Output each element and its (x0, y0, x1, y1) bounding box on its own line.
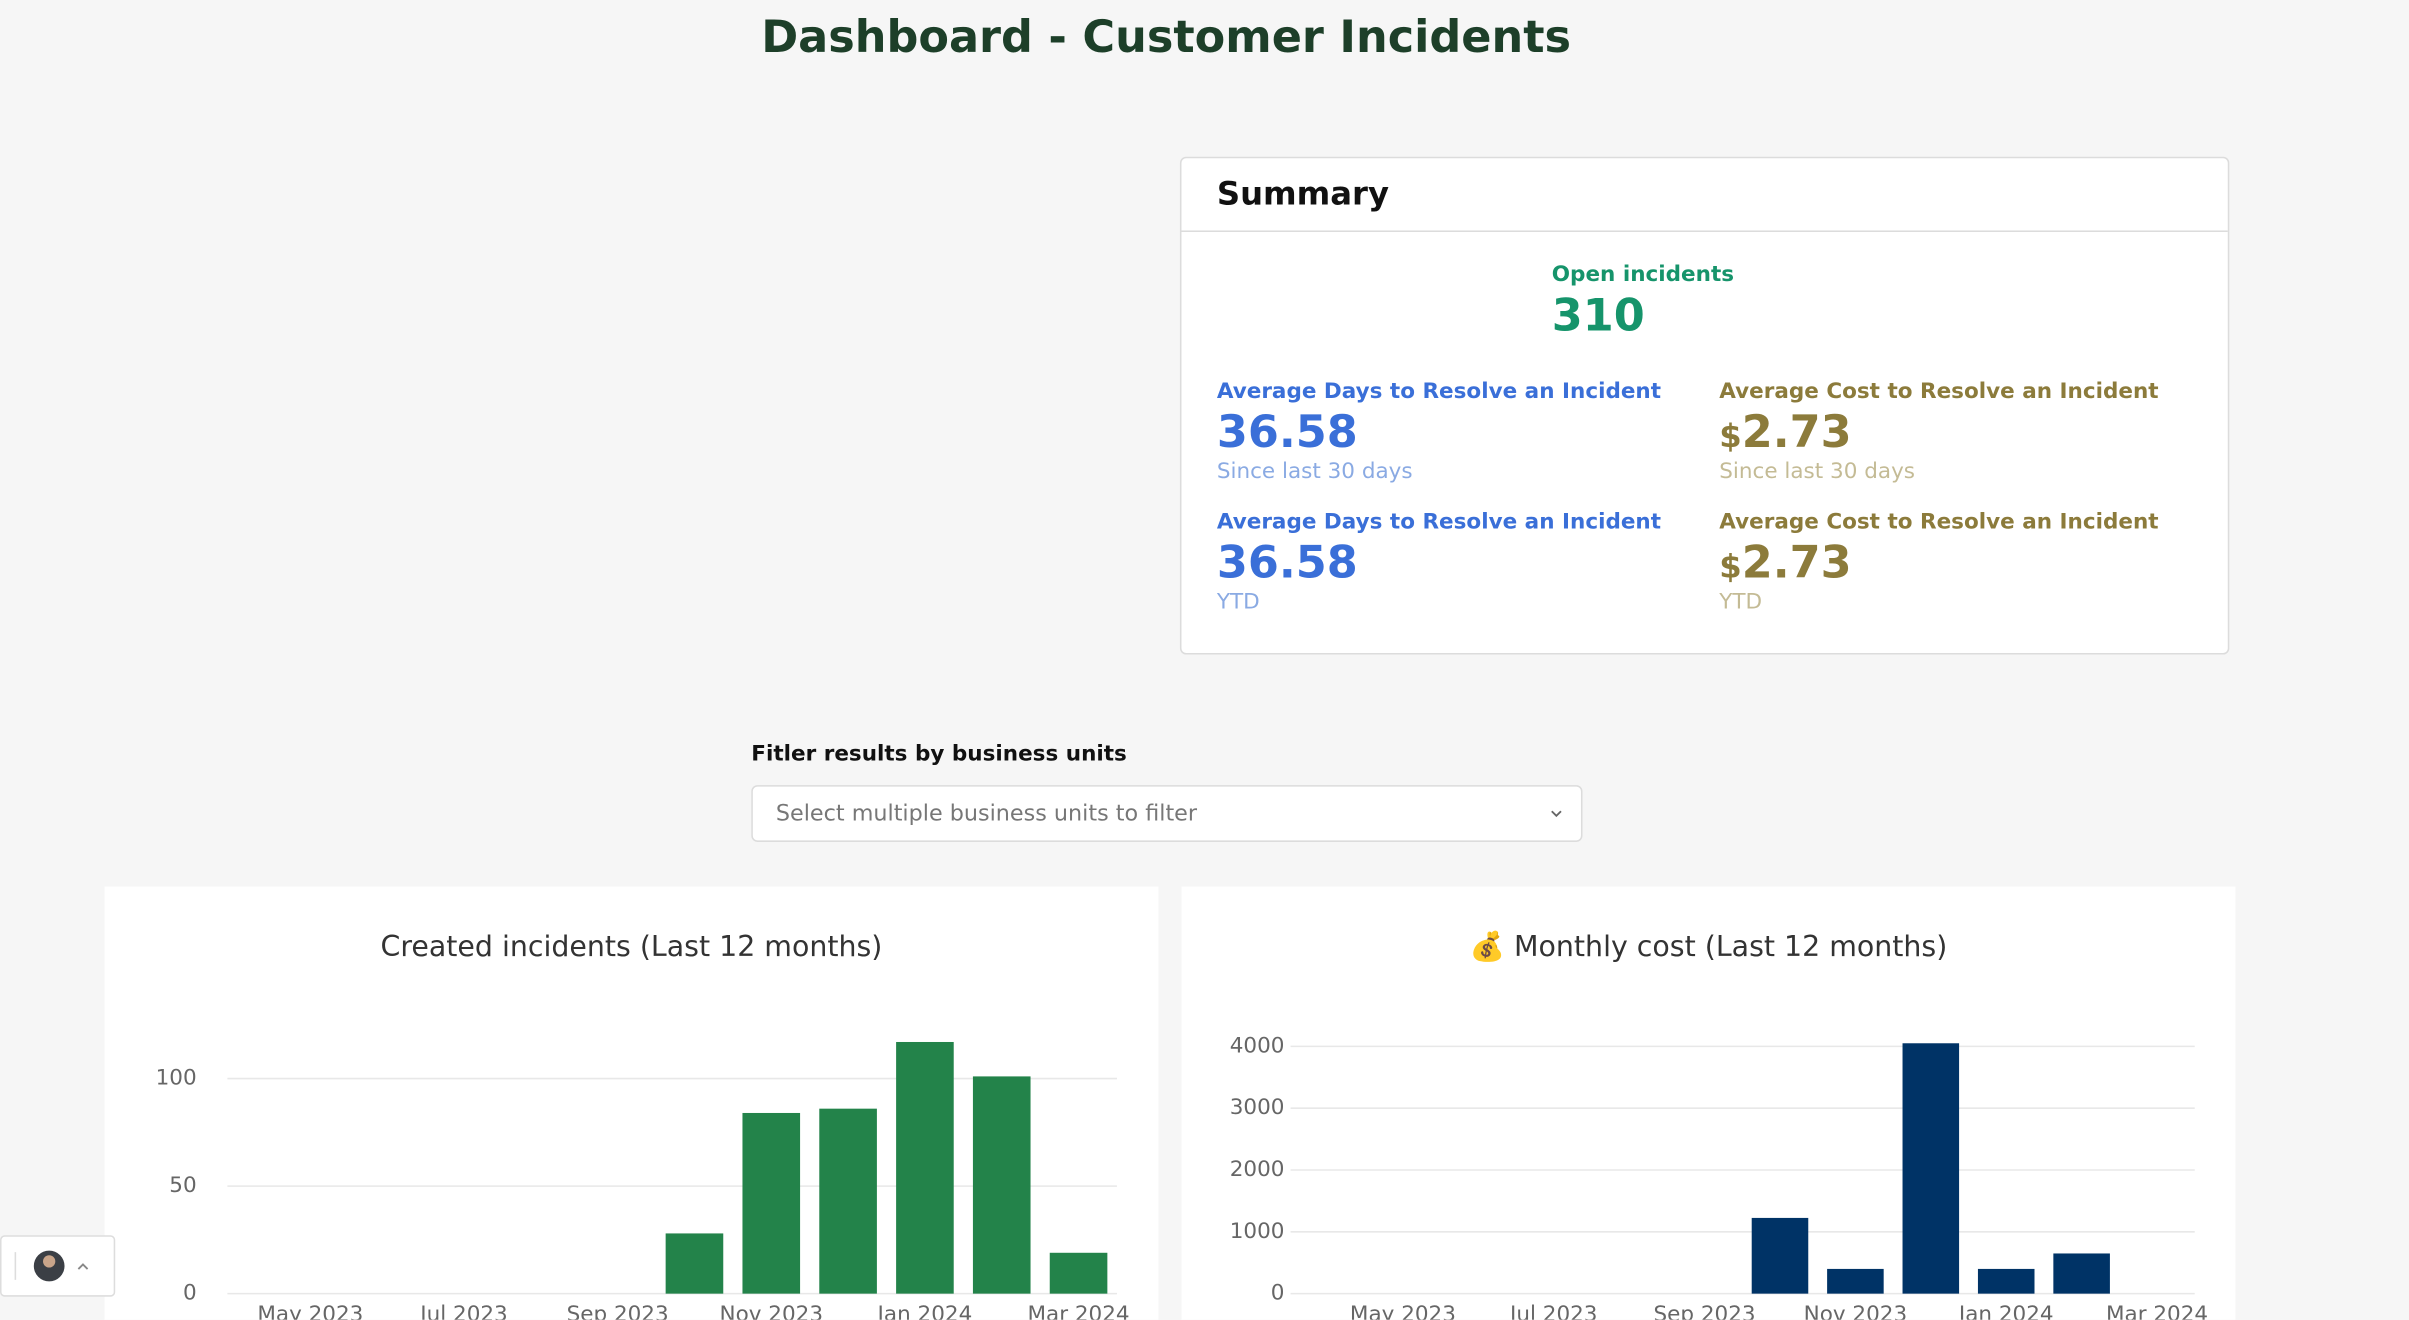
x-tick-label: Jan 2024 (876, 1302, 973, 1320)
y-tick-label: 0 (1271, 1281, 1285, 1306)
x-tick-label: Nov 2023 (720, 1302, 824, 1320)
x-tick-label: May 2023 (257, 1302, 363, 1320)
y-tick-label: 1000 (1230, 1219, 1285, 1244)
metric-label: Average Days to Resolve an Incident (1216, 510, 1662, 535)
metric-value: 36.58 (1216, 536, 1358, 589)
x-tick-label: Sep 2023 (1654, 1302, 1756, 1320)
card-title: Summary (1216, 175, 1390, 213)
bar (972, 1076, 1031, 1294)
bar (1827, 1268, 1884, 1294)
avatar (14, 1250, 89, 1282)
filter-placeholder: Select multiple business units to filter (775, 802, 1198, 827)
chart: Created incidents (Last 12 months) 0 50 100… (156, 930, 1130, 1320)
y-tick-label: 50 (169, 1173, 196, 1198)
metric-label: Average Days to Resolve an Incident (1216, 379, 1662, 405)
metric-note: YTD (1719, 589, 1763, 615)
bar (1977, 1268, 2035, 1294)
filter-label: Fitler results by business units (751, 742, 1127, 767)
chart: 💰 Monthly cost (Last 12 months) 0 1000 2000… (1230, 930, 2208, 1320)
x-tick-label: Mar 2024 (2106, 1302, 2208, 1320)
chart-panel: 💰 Monthly cost (Last 12 months) 0 1000 2000… (1181, 886, 2236, 1320)
x-tick-label: Jan 2024 (1957, 1302, 2054, 1320)
metric-value: 2.73 (1741, 405, 1852, 458)
bar (1751, 1217, 1809, 1294)
y-tick-label: 4000 (1230, 1033, 1285, 1058)
x-tick-label: Jul 2023 (418, 1302, 507, 1320)
metric-note: Since last 30 days (1719, 459, 1916, 484)
metric-value-row: $2.73 (1719, 406, 1851, 458)
bar (819, 1108, 877, 1294)
x-tick-label: Nov 2023 (1804, 1302, 1908, 1320)
metric-value: 310 (1551, 288, 1645, 342)
y-tick-label: 100 (156, 1066, 197, 1091)
metric-value: 2.73 (1741, 536, 1852, 589)
y-tick-label: 3000 (1230, 1095, 1285, 1120)
chart-panel: Created incidents (Last 12 months) 0 50 100… (104, 886, 1159, 1320)
chevron (1551, 810, 1562, 818)
y-tick-label: 0 (183, 1281, 197, 1306)
metric-label: Average Cost to Resolve an Incident (1719, 510, 2159, 535)
metric-note: Since last 30 days (1216, 459, 1413, 484)
bar (1902, 1043, 1960, 1294)
currency: $ (1719, 548, 1742, 586)
metric-value-row: $2.73 (1719, 536, 1851, 588)
divider (1181, 230, 2228, 232)
x-tick-label: Sep 2023 (567, 1302, 669, 1320)
x-tick-label: Jul 2023 (1508, 1302, 1598, 1320)
bar (1049, 1252, 1108, 1294)
bar (742, 1112, 801, 1294)
chart-title: Created incidents (Last 12 months) (381, 930, 883, 963)
metric-label: Open incidents (1551, 262, 1735, 288)
summary-card: Summary Open incidents 310 Average Days … (1179, 156, 2230, 655)
metric-note: YTD (1216, 589, 1260, 615)
metric-label: Average Cost to Resolve an Incident (1719, 379, 2159, 405)
chart-title: 💰 Monthly cost (Last 12 months) (1470, 930, 1948, 964)
filter-select[interactable]: Select multiple business units to filter (751, 785, 1583, 842)
page-title: Dashboard - Customer Incidents (761, 10, 1572, 63)
y-tick-label: 2000 (1230, 1157, 1285, 1182)
currency: $ (1719, 417, 1742, 455)
user-widget[interactable] (0, 1235, 116, 1297)
x-tick-label: May 2023 (1350, 1302, 1456, 1320)
metric-value: 36.58 (1216, 405, 1358, 458)
bar (896, 1041, 954, 1294)
bar (2053, 1253, 2110, 1294)
bar (665, 1233, 724, 1294)
x-tick-label: Mar 2024 (1027, 1302, 1129, 1320)
